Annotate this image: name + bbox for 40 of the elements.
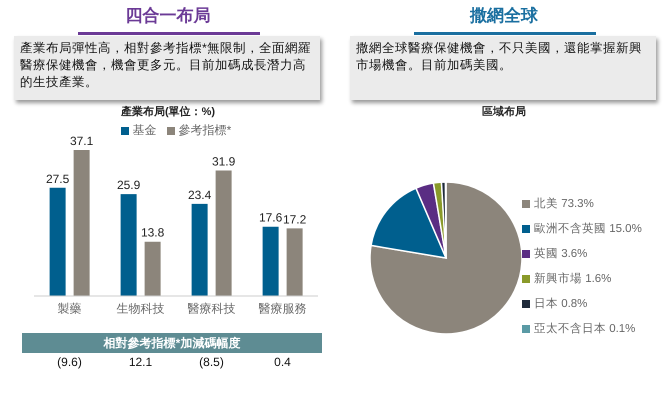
data-label: 31.9	[212, 154, 236, 168]
x-tick-label: 生物科技	[116, 302, 164, 316]
text: 四合一布局	[124, 5, 212, 27]
text: 撒網全球	[468, 5, 539, 27]
legend-label: 基金	[132, 123, 157, 137]
bar	[262, 226, 279, 296]
data-label: 17.2	[282, 212, 307, 226]
legend-label: 歐洲不含英國 15.0%	[534, 223, 642, 235]
legend-label: 新興市場 1.6%	[534, 273, 612, 285]
text: (9.6)	[56, 355, 83, 369]
data-label: 13.8	[140, 226, 165, 240]
text: 12.1	[128, 355, 154, 369]
chart-title: 產業布局(單位：%)	[120, 104, 216, 119]
legend-label: 日本 0.8%	[534, 298, 588, 310]
pie-slice	[369, 181, 523, 335]
bar	[144, 242, 161, 296]
data-label: 17.6	[258, 210, 283, 225]
legend-label: 參考指標*	[178, 123, 232, 137]
text: 產業布局彈性高，相對參考指標*無限制，全面網羅醫療保健機會，機會更多元。目前加碼成長潛力高的生技產業。	[14, 36, 320, 100]
bar	[50, 188, 66, 296]
data-label: 23.4	[188, 188, 212, 202]
bar	[286, 228, 303, 296]
text: 相對參考指標*加減碼幅度	[22, 333, 322, 353]
bar	[216, 170, 232, 296]
text: 0.4	[273, 355, 292, 369]
data-label: 25.9	[116, 178, 141, 192]
data-label: 27.5	[46, 172, 70, 186]
legend-label: 英國 3.6%	[534, 248, 588, 260]
chart-title: 區域布局	[481, 104, 527, 119]
legend-label: 北美 73.3%	[534, 198, 594, 210]
x-tick-label: 醫療服務	[258, 302, 306, 316]
bar	[74, 150, 90, 296]
text: (8.5)	[198, 355, 225, 369]
bar	[192, 204, 208, 296]
x-tick-label: 製藥	[58, 302, 82, 316]
legend-label: 亞太不含日本 0.1%	[534, 323, 636, 335]
data-label: 37.1	[70, 134, 94, 148]
x-tick-label: 醫療科技	[188, 302, 236, 316]
text: 撒網全球醫療保健機會，不只美國，還能掌握新興市場機會。目前加碼美國。	[350, 36, 656, 100]
bar	[120, 194, 137, 296]
